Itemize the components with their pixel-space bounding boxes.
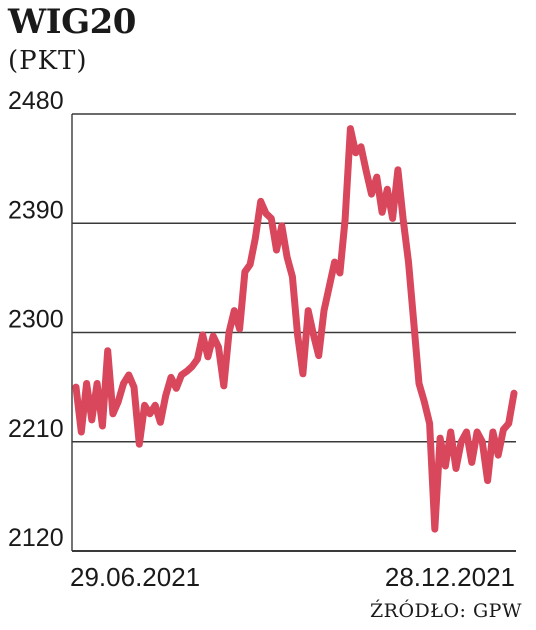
data-point bbox=[508, 423, 510, 424]
data-point bbox=[466, 431, 467, 433]
series-line-wig20 bbox=[72, 125, 518, 533]
data-point bbox=[207, 356, 209, 358]
data-point bbox=[455, 468, 457, 469]
data-point bbox=[265, 213, 267, 214]
data-point bbox=[223, 385, 225, 387]
data-point bbox=[233, 310, 235, 312]
data-point bbox=[413, 321, 415, 323]
data-point bbox=[307, 310, 309, 312]
data-point bbox=[149, 413, 151, 415]
data-point bbox=[80, 431, 82, 433]
data-point bbox=[144, 404, 146, 406]
y-tick-label: 2480 bbox=[8, 87, 64, 115]
data-point bbox=[502, 429, 504, 431]
data-point bbox=[397, 169, 399, 171]
data-point bbox=[186, 370, 188, 372]
source-note: ŹRÓDŁO: GPW bbox=[369, 600, 522, 622]
data-point bbox=[260, 200, 262, 202]
data-point bbox=[75, 386, 77, 388]
data-point bbox=[96, 383, 98, 384]
x-tick-label-start: 29.06.2021 bbox=[70, 562, 200, 592]
data-point bbox=[123, 383, 124, 384]
data-point bbox=[181, 374, 182, 376]
data-point bbox=[270, 217, 272, 219]
data-point bbox=[402, 219, 404, 221]
data-point bbox=[117, 401, 119, 403]
data-point bbox=[381, 211, 383, 213]
data-point bbox=[165, 395, 167, 397]
data-point bbox=[212, 335, 214, 337]
y-tick-label: 2390 bbox=[8, 196, 64, 224]
data-point bbox=[360, 146, 362, 148]
data-point bbox=[286, 256, 288, 258]
data-point bbox=[291, 276, 293, 278]
data-point bbox=[128, 374, 130, 376]
data-point bbox=[408, 261, 409, 263]
data-point bbox=[218, 346, 219, 348]
data-point bbox=[371, 193, 372, 195]
y-tick-label: 2300 bbox=[8, 306, 64, 334]
data-point bbox=[297, 334, 299, 336]
data-point bbox=[202, 334, 204, 336]
data-point bbox=[133, 386, 135, 388]
data-point bbox=[344, 219, 346, 221]
data-point bbox=[191, 366, 193, 367]
data-point bbox=[313, 334, 314, 336]
data-point bbox=[376, 176, 378, 178]
data-point bbox=[439, 437, 441, 439]
data-point bbox=[497, 454, 499, 456]
data-point bbox=[328, 285, 330, 287]
data-point bbox=[423, 401, 425, 403]
data-point bbox=[481, 441, 483, 443]
data-point bbox=[196, 358, 198, 360]
data-point bbox=[302, 373, 304, 375]
data-point bbox=[429, 423, 431, 424]
data-point bbox=[154, 404, 156, 406]
data-point bbox=[254, 237, 256, 239]
data-point bbox=[323, 310, 325, 312]
data-point bbox=[339, 272, 341, 274]
data-point bbox=[281, 225, 283, 227]
data-point bbox=[86, 383, 88, 384]
data-point bbox=[101, 425, 103, 427]
data-point bbox=[112, 413, 114, 415]
data-point bbox=[418, 383, 420, 384]
y-tick-label: 2210 bbox=[8, 415, 64, 443]
data-point bbox=[244, 271, 246, 273]
x-tick-label-end: 28.12.2021 bbox=[385, 562, 515, 592]
data-point bbox=[444, 465, 446, 467]
data-point bbox=[513, 392, 515, 394]
data-point bbox=[91, 419, 93, 421]
data-point bbox=[492, 431, 494, 433]
data-point bbox=[365, 170, 367, 172]
unit-label: (PKT) bbox=[8, 46, 88, 76]
data-point bbox=[334, 261, 336, 263]
data-point bbox=[318, 355, 320, 357]
data-point bbox=[471, 461, 473, 463]
data-point bbox=[107, 350, 109, 352]
data-point bbox=[138, 443, 140, 445]
data-point bbox=[349, 128, 351, 130]
data-point bbox=[392, 217, 394, 219]
data-point bbox=[476, 431, 478, 433]
data-point bbox=[170, 376, 172, 378]
data-point bbox=[487, 480, 489, 482]
data-point bbox=[276, 249, 277, 251]
data-point bbox=[159, 421, 161, 423]
data-point bbox=[460, 441, 462, 443]
data-point bbox=[228, 332, 230, 333]
data-point bbox=[355, 152, 357, 154]
data-point bbox=[239, 328, 241, 330]
chart-title: WIG20 bbox=[8, 2, 136, 42]
data-point bbox=[386, 188, 388, 190]
y-tick-label: 2120 bbox=[8, 524, 64, 552]
data-point bbox=[450, 431, 452, 433]
data-point bbox=[175, 387, 177, 389]
data-point bbox=[434, 528, 436, 530]
data-point bbox=[249, 264, 251, 265]
